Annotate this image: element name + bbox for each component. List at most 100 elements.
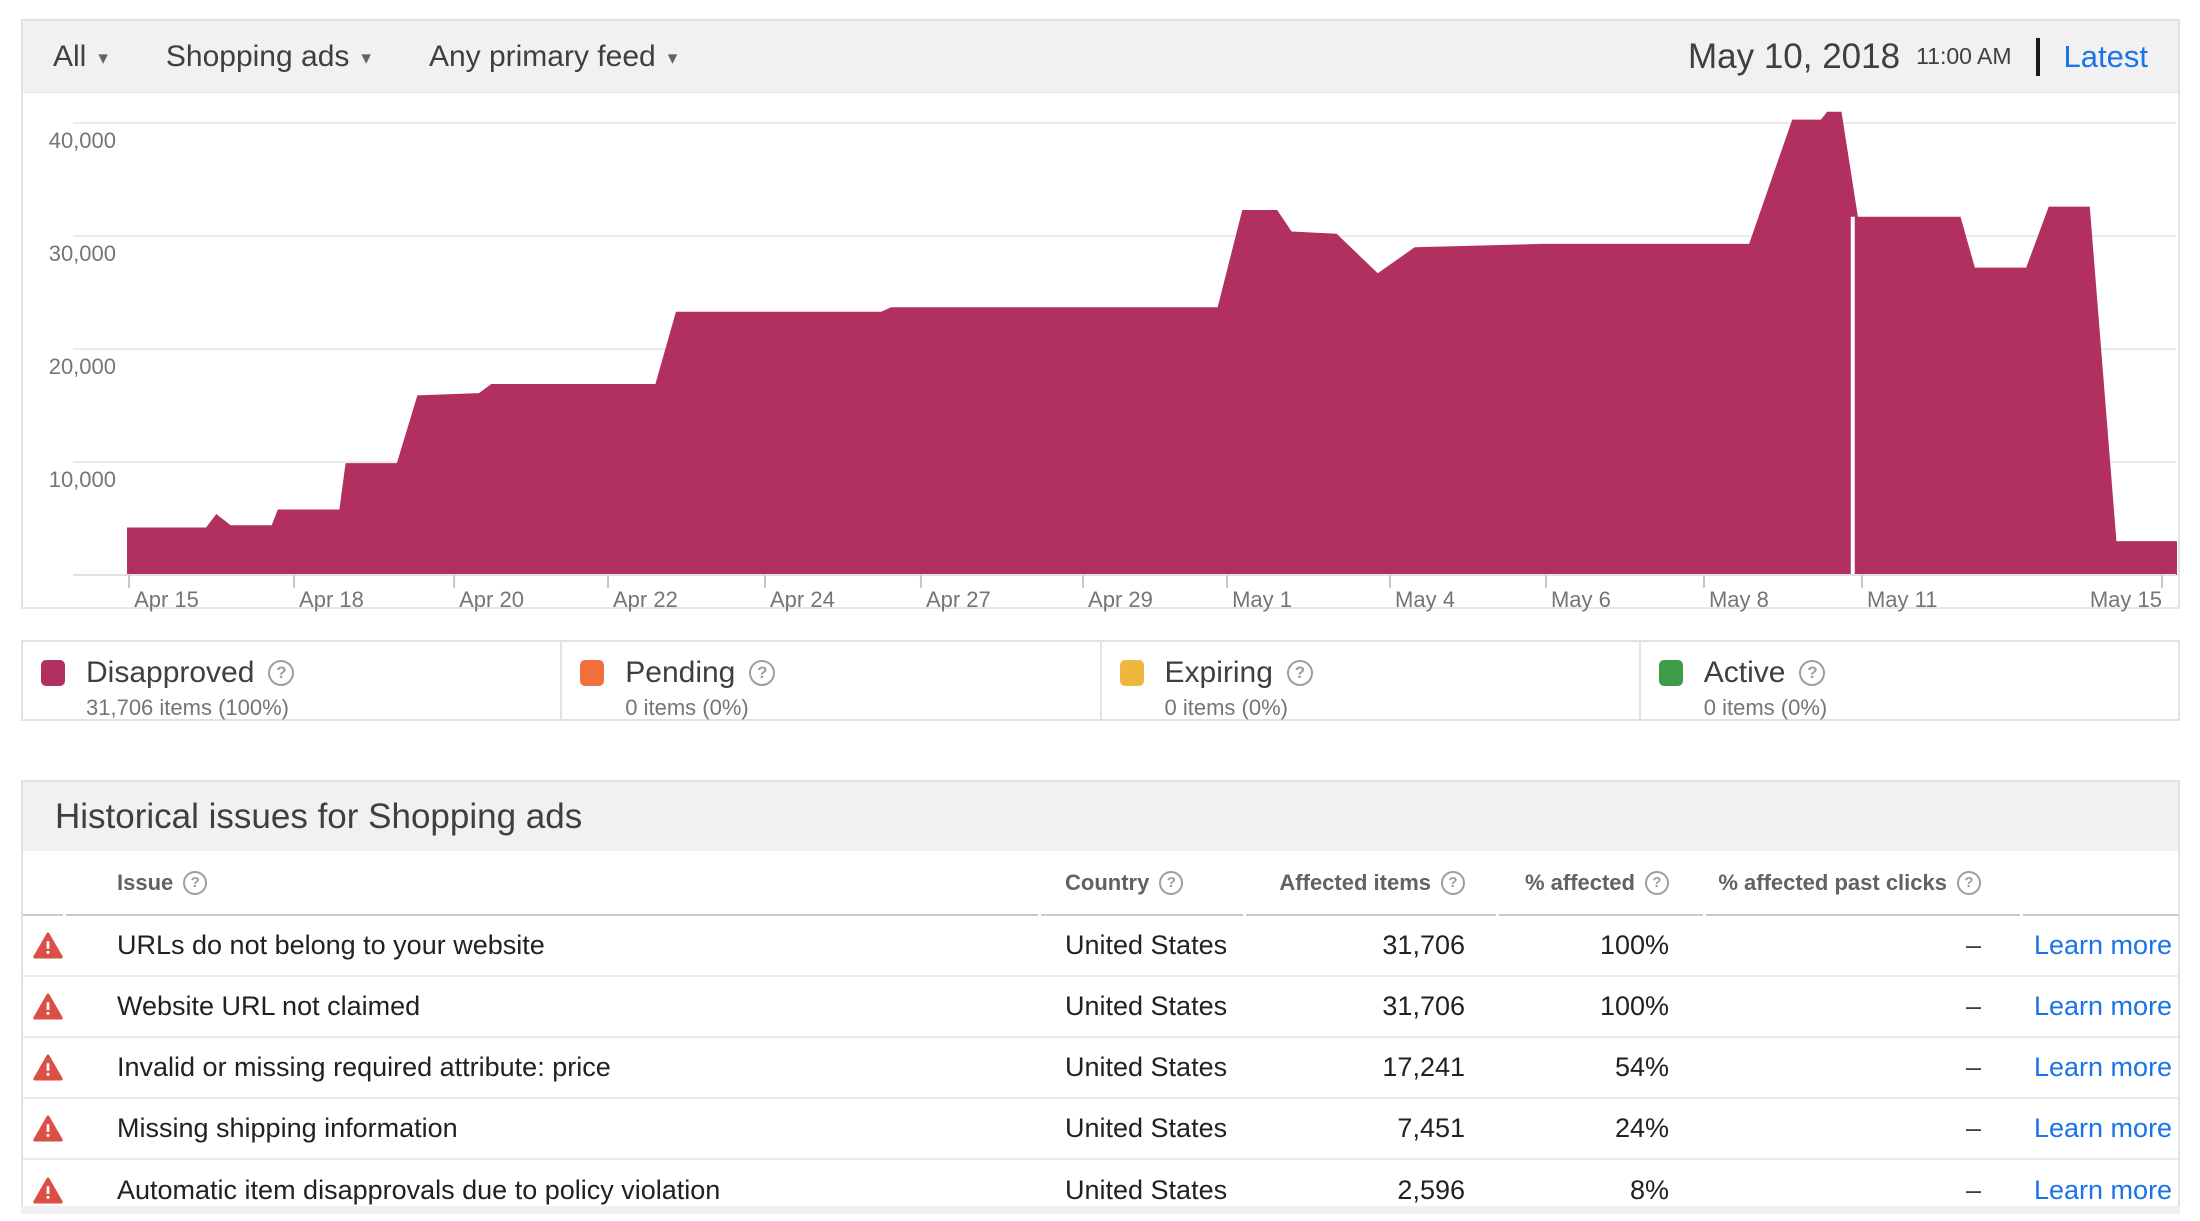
pct-affected-value: 100%	[1599, 991, 1669, 1021]
country-text: United States	[1065, 991, 1228, 1021]
help-icon[interactable]: ?	[1957, 870, 1981, 895]
selected-time-marker[interactable]	[1850, 216, 1855, 575]
table-cell: –	[1706, 977, 2020, 1036]
scope-dropdown-label: All	[53, 39, 87, 73]
legend-item-expiring: Expiring? 0 items (0%)	[1099, 642, 1639, 720]
feed-dropdown[interactable]: Any primary feed ▾	[429, 40, 677, 74]
table-header-row: Issue? Country? Affected items?% affected?…	[23, 851, 2178, 916]
disapproved-color-swatch	[41, 660, 65, 686]
affected-items-value: 7,451	[1397, 1113, 1465, 1143]
column-header-label: Country	[1065, 869, 1150, 895]
pct-past-clicks-value: –	[1965, 930, 1981, 960]
expiring-color-swatch	[1119, 660, 1144, 686]
table-cell: Learn more	[2023, 916, 2178, 975]
legend-count: 0 items (0%)	[1703, 695, 1828, 720]
status-history-chart-card: All ▾ Shopping ads ▾ Any primary feed ▾ …	[21, 19, 2180, 612]
table-cell: Learn more	[2023, 1160, 2178, 1221]
warning-icon	[33, 993, 63, 1020]
ad-type-dropdown[interactable]: Shopping ads ▾	[166, 40, 371, 74]
table-cell	[23, 916, 63, 975]
table-cell: 31,706	[1246, 977, 1496, 1036]
area-chart[interactable]: 40,000 30,000 20,000 10,000 Apr 15 Apr 18 Apr…	[23, 93, 2178, 612]
help-icon[interactable]: ?	[268, 660, 295, 686]
y-axis-tick-label: 10,000	[48, 467, 116, 492]
learn-more-link[interactable]: Learn more	[2034, 1175, 2173, 1205]
help-icon[interactable]: ?	[183, 870, 208, 895]
table-cell: URLs do not belong to your website	[66, 916, 1038, 975]
learn-more-link[interactable]: Learn more	[2034, 1052, 2173, 1082]
table-cell: United States	[1041, 977, 1243, 1036]
issue-text: Missing shipping information	[117, 1113, 458, 1143]
table-title: Historical issues for Shopping ads	[55, 796, 583, 836]
table-cell: –	[1706, 1038, 2020, 1097]
affected-items-value: 17,241	[1382, 1052, 1465, 1082]
pct-affected-value: 8%	[1629, 1175, 1669, 1205]
table-cell: 100%	[1499, 977, 1703, 1036]
learn-more-link[interactable]: Learn more	[2034, 1113, 2173, 1143]
table-cell: Missing shipping information	[66, 1099, 1038, 1158]
column-header-affected-items: Affected items?	[1246, 851, 1496, 916]
divider	[2035, 37, 2040, 76]
warning-icon	[33, 932, 63, 959]
warning-icon	[33, 1177, 63, 1204]
x-axis-tick-label: Apr 22	[613, 587, 678, 612]
x-axis-tick-label: May 6	[1550, 587, 1611, 612]
column-header-country: Country?	[1041, 851, 1243, 916]
help-icon[interactable]: ?	[1799, 660, 1826, 686]
table-cell: United States	[1041, 1160, 1243, 1221]
filter-bar: All ▾ Shopping ads ▾ Any primary feed ▾ …	[23, 21, 2178, 93]
table-cell: United States	[1041, 916, 1243, 975]
help-icon[interactable]: ?	[1645, 870, 1669, 895]
warning-icon	[33, 1054, 63, 1081]
table-cell	[23, 1160, 63, 1221]
table-cell: 17,241	[1246, 1038, 1496, 1097]
table-cell: 24%	[1499, 1099, 1703, 1158]
table-cell: Website URL not claimed	[66, 977, 1038, 1036]
issue-text: URLs do not belong to your website	[117, 930, 545, 960]
ad-type-dropdown-label: Shopping ads	[165, 39, 350, 73]
country-text: United States	[1065, 1052, 1228, 1082]
chevron-down-icon: ▾	[98, 48, 108, 69]
learn-more-link[interactable]: Learn more	[2034, 930, 2173, 960]
column-header-blank	[2023, 851, 2178, 916]
y-axis-tick-label: 40,000	[48, 128, 116, 153]
pct-past-clicks-value: –	[1965, 1175, 1981, 1205]
learn-more-link[interactable]: Learn more	[2034, 991, 2173, 1021]
table-cell	[23, 1099, 63, 1158]
legend-item-active: Active? 0 items (0%)	[1638, 642, 2178, 720]
x-axis-tick-label: Apr 18	[299, 587, 364, 612]
table-cell	[23, 1038, 63, 1097]
scope-dropdown[interactable]: All ▾	[53, 40, 108, 74]
table-cell: –	[1706, 1099, 2020, 1158]
area-chart-svg	[73, 111, 2177, 588]
help-icon[interactable]: ?	[1286, 660, 1313, 686]
pct-affected-value: 54%	[1614, 1052, 1669, 1082]
pct-affected-value: 24%	[1614, 1113, 1669, 1143]
y-axis-tick-label: 20,000	[48, 354, 116, 379]
country-text: United States	[1065, 1175, 1228, 1205]
help-icon[interactable]: ?	[749, 660, 776, 686]
column-header-label: Affected items	[1279, 869, 1431, 895]
pct-past-clicks-value: –	[1965, 1113, 1981, 1143]
legend-item-pending: Pending? 0 items (0%)	[560, 642, 1099, 720]
help-icon[interactable]: ?	[1159, 870, 1184, 895]
issue-row: Automatic item disapprovals due to polic…	[23, 1160, 2178, 1221]
legend-count: 0 items (0%)	[1164, 695, 1288, 720]
table-cell: Learn more	[2023, 1099, 2178, 1158]
country-text: United States	[1065, 930, 1228, 960]
table-cell: –	[1706, 1160, 2020, 1221]
table-body: URLs do not belong to your website United…	[23, 916, 2178, 1221]
table-cell: 7,451	[1246, 1099, 1496, 1158]
affected-items-value: 31,706	[1382, 991, 1465, 1021]
x-axis-tick-label: Apr 24	[769, 587, 835, 612]
affected-items-value: 31,706	[1382, 930, 1465, 960]
historical-issues-card: Historical issues for Shopping ads Issue…	[21, 780, 2180, 1214]
x-axis-tick-label: May 8	[1708, 587, 1769, 612]
latest-link[interactable]: Latest	[2063, 38, 2148, 74]
warning-icon	[33, 1115, 63, 1142]
help-icon[interactable]: ?	[1441, 870, 1465, 895]
chevron-down-icon: ▾	[667, 48, 678, 69]
pct-past-clicks-value: –	[1965, 991, 1981, 1021]
issue-row: Invalid or missing required attribute: p…	[23, 1038, 2178, 1099]
column-header-label: Issue	[117, 869, 174, 895]
